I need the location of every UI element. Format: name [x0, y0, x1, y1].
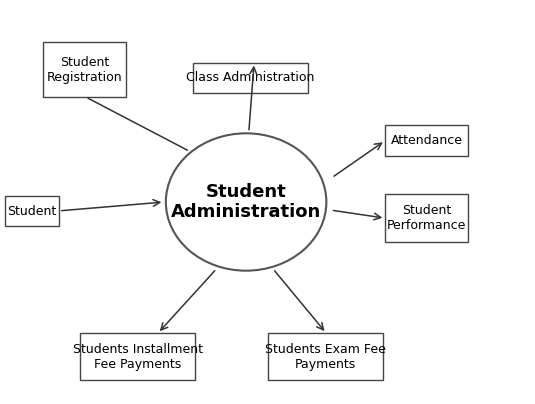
Bar	[268, 333, 383, 380]
Text: Student
Administration: Student Administration	[171, 183, 321, 221]
Ellipse shape	[166, 133, 326, 271]
Bar	[385, 125, 468, 156]
Text: Students Exam Fee
Payments: Students Exam Fee Payments	[265, 343, 385, 370]
Bar	[193, 63, 308, 93]
Bar	[385, 194, 468, 242]
Text: Student
Registration: Student Registration	[47, 56, 122, 84]
Bar	[80, 333, 195, 380]
Text: Students Installment
Fee Payments: Students Installment Fee Payments	[73, 343, 203, 370]
Bar	[43, 42, 126, 97]
Text: Class Administration: Class Administration	[186, 71, 314, 84]
Text: Attendance: Attendance	[391, 134, 463, 147]
Text: Student: Student	[7, 204, 57, 218]
Text: Student
Performance: Student Performance	[387, 204, 467, 232]
Bar	[5, 196, 59, 226]
